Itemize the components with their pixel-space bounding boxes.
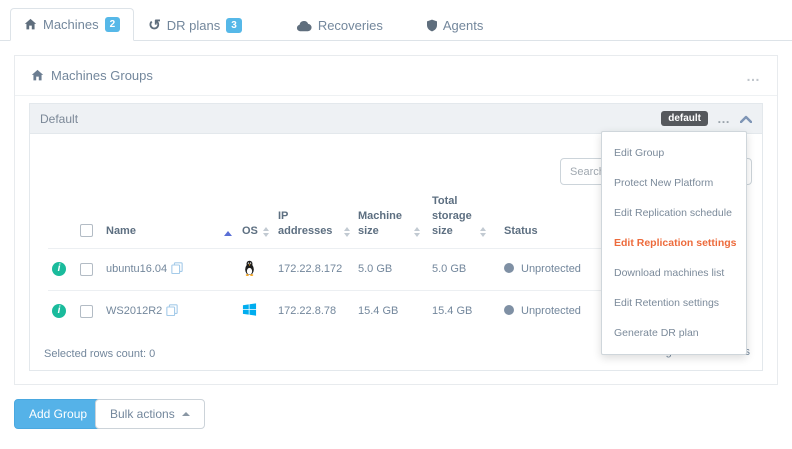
machine-size: 15.4 GB	[354, 289, 424, 332]
col-header-status[interactable]: Status	[504, 224, 538, 237]
main-tab-bar: Machines 2 ↺ DR plans 3 Recoveries Agent…	[0, 7, 792, 41]
machine-name: WS2012R2	[106, 304, 163, 317]
windows-icon	[242, 303, 257, 320]
menu-item-edit-replication-settings[interactable]: Edit Replication settings	[614, 237, 737, 249]
sort-icon	[480, 226, 486, 237]
status-dot-icon	[504, 263, 514, 273]
info-icon[interactable]: i	[52, 262, 66, 276]
tab-label: Machines	[43, 17, 99, 32]
tab-agents[interactable]: Agents	[413, 9, 497, 41]
info-icon[interactable]: i	[52, 304, 66, 319]
add-group-button[interactable]: Add Group	[14, 399, 103, 429]
sort-icon	[414, 226, 420, 237]
group-name: Default	[40, 111, 79, 126]
group-default-header[interactable]: Default default …	[30, 104, 762, 134]
col-header-total-storage[interactable]: Total storage size	[424, 134, 490, 248]
selected-rows-count: Selected rows count: 0	[44, 348, 156, 360]
tab-machines[interactable]: Machines 2	[10, 8, 135, 41]
machine-size: 5.0 GB	[354, 247, 424, 290]
home-icon	[24, 18, 37, 31]
total-storage-size: 5.0 GB	[424, 247, 490, 290]
bulk-actions-button[interactable]: Bulk actions	[95, 399, 205, 429]
copy-icon[interactable]	[166, 304, 178, 319]
shield-icon	[426, 19, 437, 32]
menu-item-edit-replication-schedule[interactable]: Edit Replication schedule	[614, 207, 732, 219]
group-context-menu: Edit Group Protect New Platform Edit Rep…	[601, 131, 747, 355]
caret-up-icon	[181, 412, 190, 416]
menu-item-protect-new-platform[interactable]: Protect New Platform	[614, 177, 714, 189]
home-icon	[31, 69, 44, 82]
machines-groups-header: Machines Groups …	[15, 56, 777, 96]
machine-name: ubuntu16.04	[106, 262, 168, 275]
table-header-row: Name OS IP addresses	[48, 134, 746, 248]
ip-address: 172.22.8.172	[274, 247, 354, 290]
panel-title: Machines Groups	[51, 68, 153, 83]
group-ellipsis-menu[interactable]: …	[717, 110, 731, 126]
history-icon: ↺	[148, 16, 161, 34]
tab-label: Agents	[442, 18, 484, 33]
status-text: Unprotected	[521, 305, 581, 318]
menu-item-edit-group[interactable]: Edit Group	[614, 147, 665, 159]
menu-item-edit-retention-settings[interactable]: Edit Retention settings	[614, 297, 720, 309]
machines-count-badge: 2	[104, 17, 121, 32]
tab-label: Recoveries	[317, 18, 383, 33]
cloud-icon	[296, 20, 312, 32]
col-header-select-all[interactable]	[76, 134, 102, 248]
tab-recoveries[interactable]: Recoveries	[282, 9, 397, 41]
dr-plans-count-badge: 3	[226, 18, 242, 33]
tab-label: DR plans	[166, 18, 221, 33]
panel-ellipsis-menu[interactable]: …	[746, 67, 761, 84]
default-badge: default	[661, 111, 708, 126]
col-header-ip[interactable]: IP addresses	[274, 134, 354, 248]
row-checkbox[interactable]	[80, 262, 93, 276]
machines-table: Name OS IP addresses	[48, 134, 746, 332]
menu-item-generate-dr-plan[interactable]: Generate DR plan	[614, 327, 699, 339]
linux-icon	[242, 260, 257, 279]
col-header-name[interactable]: Name	[102, 134, 238, 248]
menu-item-download-machines-list[interactable]: Download machines list	[614, 267, 725, 279]
status-text: Unprotected	[521, 263, 581, 275]
sort-icon	[262, 226, 269, 237]
chevron-up-icon[interactable]	[739, 110, 753, 128]
copy-icon[interactable]	[171, 261, 183, 277]
status-dot-icon	[504, 305, 514, 316]
ip-address: 172.22.8.78	[274, 289, 354, 332]
row-checkbox[interactable]	[80, 304, 93, 318]
col-header-machine-size[interactable]: Machine size	[354, 134, 424, 248]
select-all-checkbox[interactable]	[80, 224, 93, 238]
tab-dr-plans[interactable]: ↺ DR plans 3	[134, 9, 256, 41]
total-storage-size: 15.4 GB	[424, 289, 490, 332]
col-header-info	[48, 134, 76, 248]
sort-asc-icon	[224, 230, 232, 236]
col-header-os[interactable]: OS	[238, 134, 274, 248]
sort-icon	[344, 226, 350, 237]
table-row: i WS2012R2	[48, 289, 746, 332]
